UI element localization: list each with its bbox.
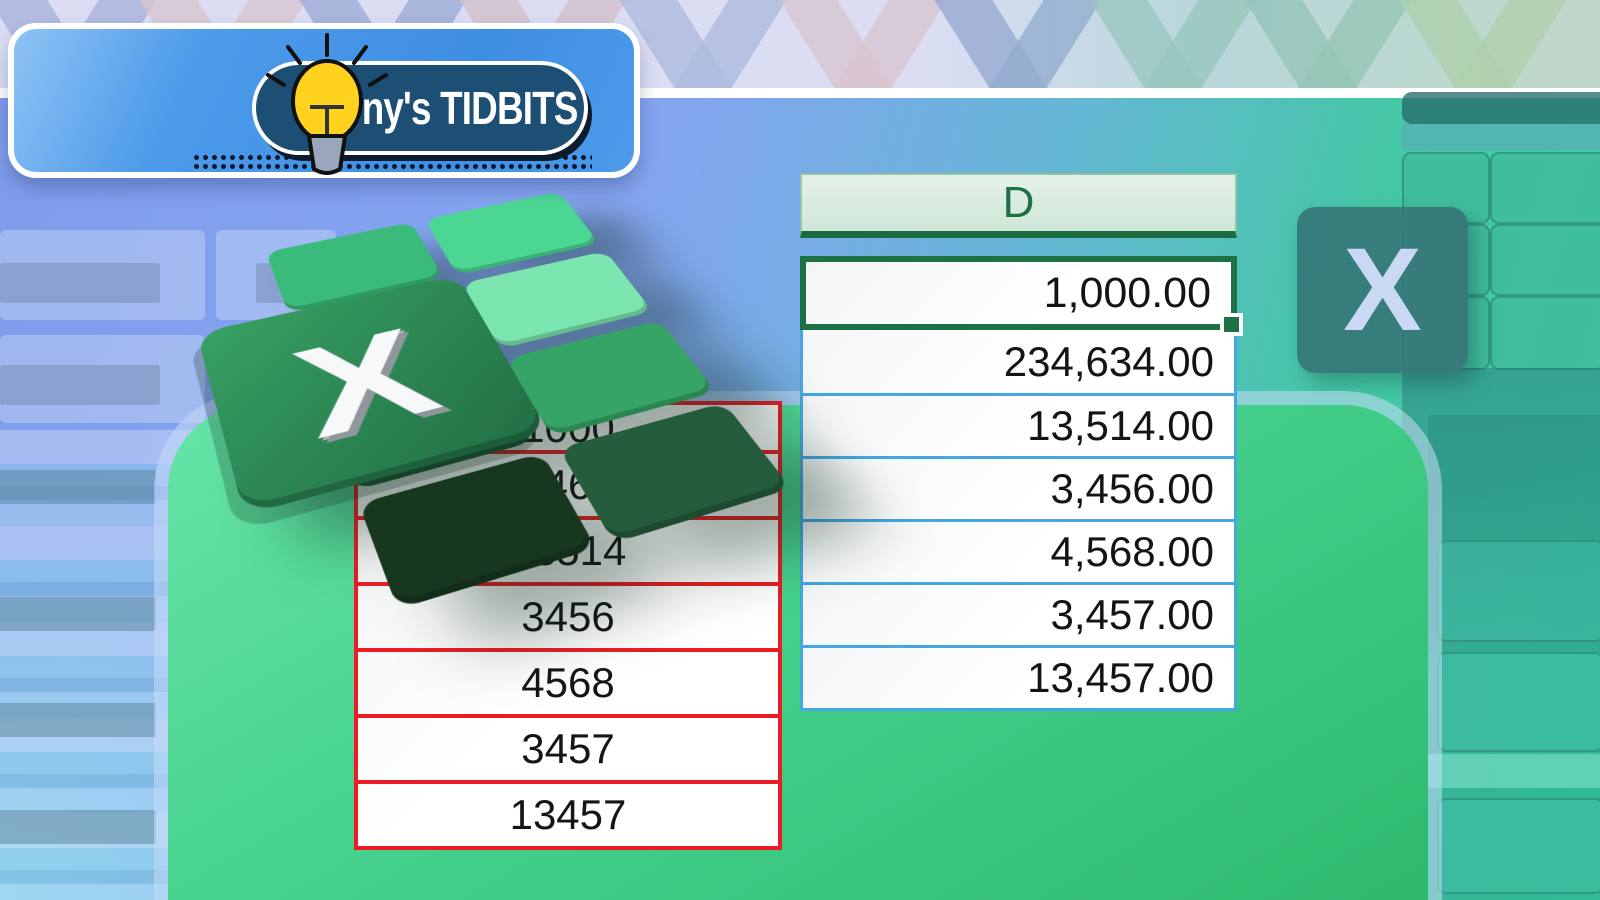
selected-cell[interactable]: 1,000.00 (800, 256, 1243, 336)
halftone-shadow (192, 153, 592, 173)
badge-title: Tony's TIDBITS (320, 82, 578, 134)
ghost-cell (1437, 798, 1600, 894)
table-cell[interactable]: 13,514.00 (800, 393, 1237, 459)
ghost-toolbar (1402, 124, 1600, 150)
table-cell[interactable]: 3,457.00 (800, 582, 1237, 648)
header-gap (800, 238, 1237, 256)
tidbits-badge: Tony's TIDBITS (8, 23, 640, 178)
table-cell[interactable]: 3457 (358, 714, 778, 780)
column-header-d[interactable]: D (800, 173, 1237, 238)
excel-watermark-tile: X (1297, 207, 1468, 373)
ghost-bar (0, 263, 160, 303)
ghost-cell (1437, 540, 1600, 642)
table-cell[interactable]: 3456 (358, 582, 778, 648)
ghost-bar (0, 703, 156, 737)
ghost-cell (1490, 224, 1600, 296)
excel-x-letter: X (278, 305, 459, 469)
ghost-bar (0, 597, 156, 631)
fill-handle[interactable] (1220, 313, 1243, 336)
ghost-bar (0, 470, 156, 504)
table-cell[interactable]: 234,634.00 (800, 330, 1237, 396)
watermark-x-letter: X (1343, 224, 1422, 356)
band-separator (0, 88, 1600, 98)
ghost-titlebar (1402, 92, 1600, 124)
table-cell[interactable]: 13457 (358, 780, 778, 846)
ghost-fade (1402, 368, 1600, 653)
table-cell[interactable]: 3,456.00 (800, 456, 1237, 522)
table-cell[interactable]: 13,457.00 (800, 645, 1237, 711)
lightbulb-icon (266, 33, 388, 175)
ghost-cell (1490, 296, 1600, 370)
ghost-cell (1437, 652, 1600, 752)
cell-value: 1,000.00 (1043, 268, 1211, 317)
table-cell[interactable]: 4568 (358, 648, 778, 714)
ghost-bar (0, 810, 156, 844)
table-cell[interactable]: 4,568.00 (800, 519, 1237, 585)
ghost-low-band (1428, 754, 1600, 788)
ghost-side-strip (1428, 415, 1600, 900)
formatted-numbers-table: D 1,000.00 234,634.00 13,514.00 3,456.00… (800, 173, 1243, 711)
ghost-bar (0, 365, 160, 405)
ghost-cell (1490, 152, 1600, 224)
